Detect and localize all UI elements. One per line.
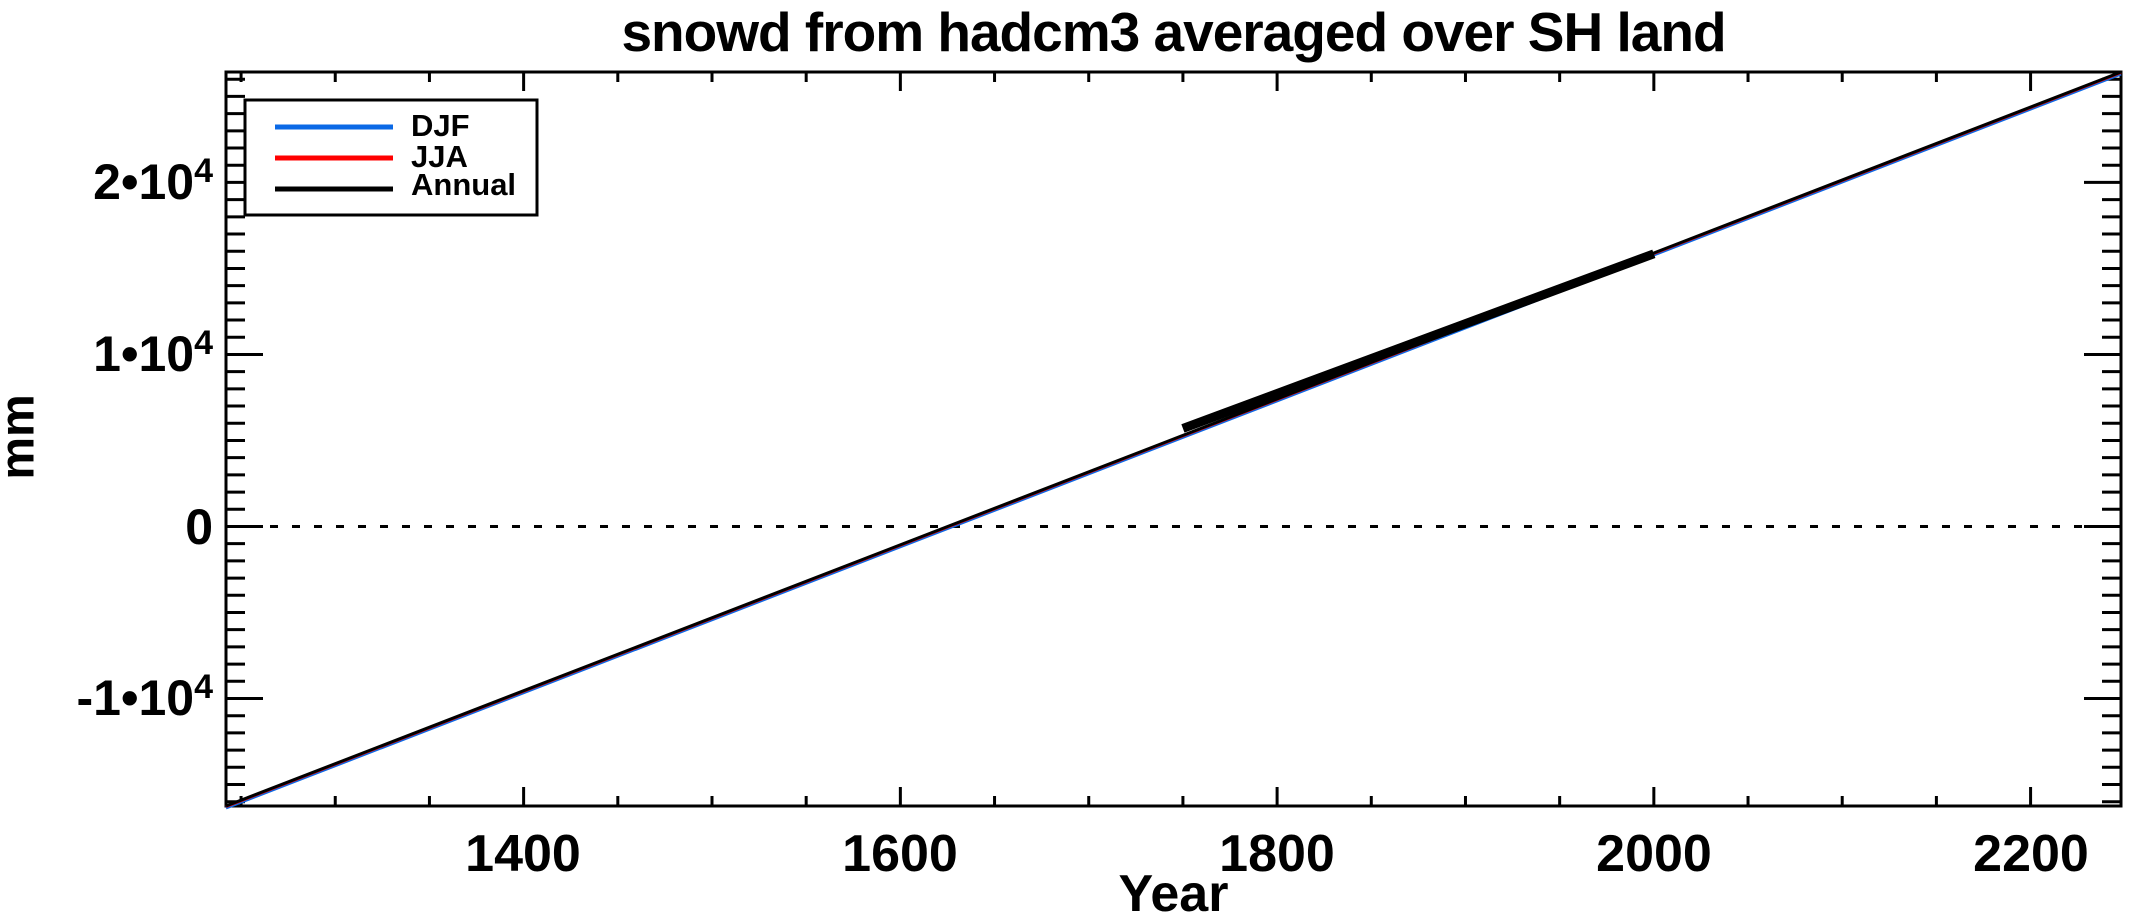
y-tick-mantissa: -1•10 xyxy=(76,670,195,726)
y-tick-exponent: 4 xyxy=(194,152,213,190)
y-tick-mantissa: 2•10 xyxy=(93,154,195,210)
legend-label-djf: DJF xyxy=(411,108,470,143)
x-tick-label-1600: 1600 xyxy=(842,825,958,883)
series-line-annual-thick xyxy=(1181,249,1656,433)
y-tick-label-2e4: 2•104 xyxy=(93,153,213,211)
plot-border xyxy=(224,70,2123,808)
legend-label-annual: Annual xyxy=(411,167,517,202)
x-tick-label-2200: 2200 xyxy=(1973,825,2089,883)
y-tick-mantissa: 1•10 xyxy=(93,326,195,382)
y-tick-label-1e4: 1•104 xyxy=(93,325,213,383)
x-tick-label-1800: 1800 xyxy=(1219,825,1335,883)
y-tick-mantissa: 0 xyxy=(185,499,213,555)
y-tick-label-0: 0 xyxy=(185,498,213,556)
y-tick-label-neg1e4: -1•104 xyxy=(77,669,214,727)
legend-label-jja: JJA xyxy=(411,139,468,174)
y-tick-exponent: 4 xyxy=(194,668,213,706)
x-tick-label-2000: 2000 xyxy=(1596,825,1712,883)
x-axis-label: Year xyxy=(1118,865,1229,923)
y-tick-exponent: 4 xyxy=(194,324,213,362)
y-axis-label: mm xyxy=(0,394,45,480)
series-line-annual xyxy=(225,70,2122,808)
x-tick-label-1400: 1400 xyxy=(465,825,581,883)
chart-title: snowd from hadcm3 averaged over SH land xyxy=(621,1,1726,63)
